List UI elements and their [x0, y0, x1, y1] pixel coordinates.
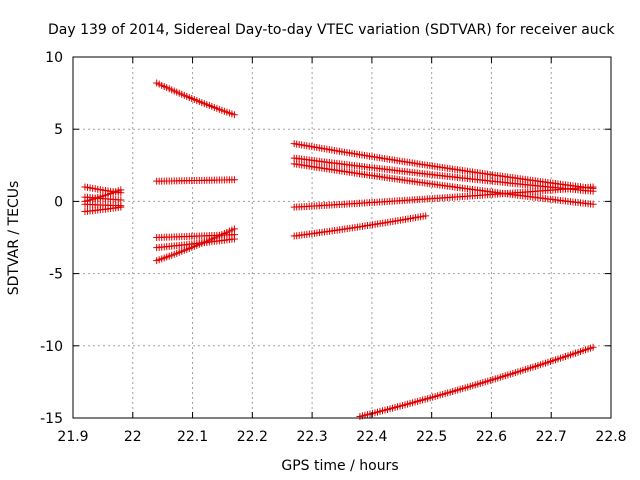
data-point: [117, 203, 125, 211]
data-point: [230, 176, 238, 184]
x-tick-label: 22.6: [476, 429, 507, 445]
y-tick-label: -15: [40, 411, 63, 427]
x-tick-label: 22.5: [416, 429, 447, 445]
y-tick-label: 5: [54, 122, 63, 138]
data-point: [589, 200, 597, 208]
series-s16: [356, 343, 597, 421]
data-point: [117, 186, 125, 194]
x-tick-label: 22: [124, 429, 142, 445]
data-points: [81, 79, 597, 421]
data-point: [230, 235, 238, 243]
data-point: [230, 225, 238, 233]
y-tick-label: -5: [49, 267, 63, 283]
series-s15: [290, 212, 430, 240]
series-s10: [153, 225, 238, 265]
x-tick-label: 22.3: [297, 429, 328, 445]
x-tick-label: 22.8: [595, 429, 626, 445]
data-point: [230, 111, 238, 119]
series-s9: [153, 235, 238, 252]
y-tick-label: 0: [54, 194, 63, 210]
axis-ticks: [72, 56, 612, 419]
series-s5: [81, 186, 125, 205]
data-point: [589, 183, 597, 191]
chart-title: Day 139 of 2014, Sidereal Day-to-day VTE…: [48, 22, 615, 38]
series-s14: [290, 183, 597, 211]
data-point: [589, 343, 597, 351]
series-s4: [81, 203, 125, 216]
y-tick-label: -10: [40, 339, 63, 355]
x-tick-label: 22.4: [356, 429, 387, 445]
series-s6: [153, 79, 238, 119]
plot-frame: [72, 56, 612, 419]
series-s7: [153, 176, 238, 185]
y-tick-label: 10: [45, 50, 63, 66]
data-point: [422, 212, 430, 220]
grid: [73, 57, 611, 418]
x-tick-label: 21.9: [57, 429, 88, 445]
x-tick-label: 22.1: [177, 429, 208, 445]
x-tick-label: 22.2: [237, 429, 268, 445]
x-axis-title: GPS time / hours: [281, 458, 398, 474]
x-tick-label: 22.7: [536, 429, 567, 445]
y-axis-title: SDTVAR / TECUs: [6, 181, 22, 296]
